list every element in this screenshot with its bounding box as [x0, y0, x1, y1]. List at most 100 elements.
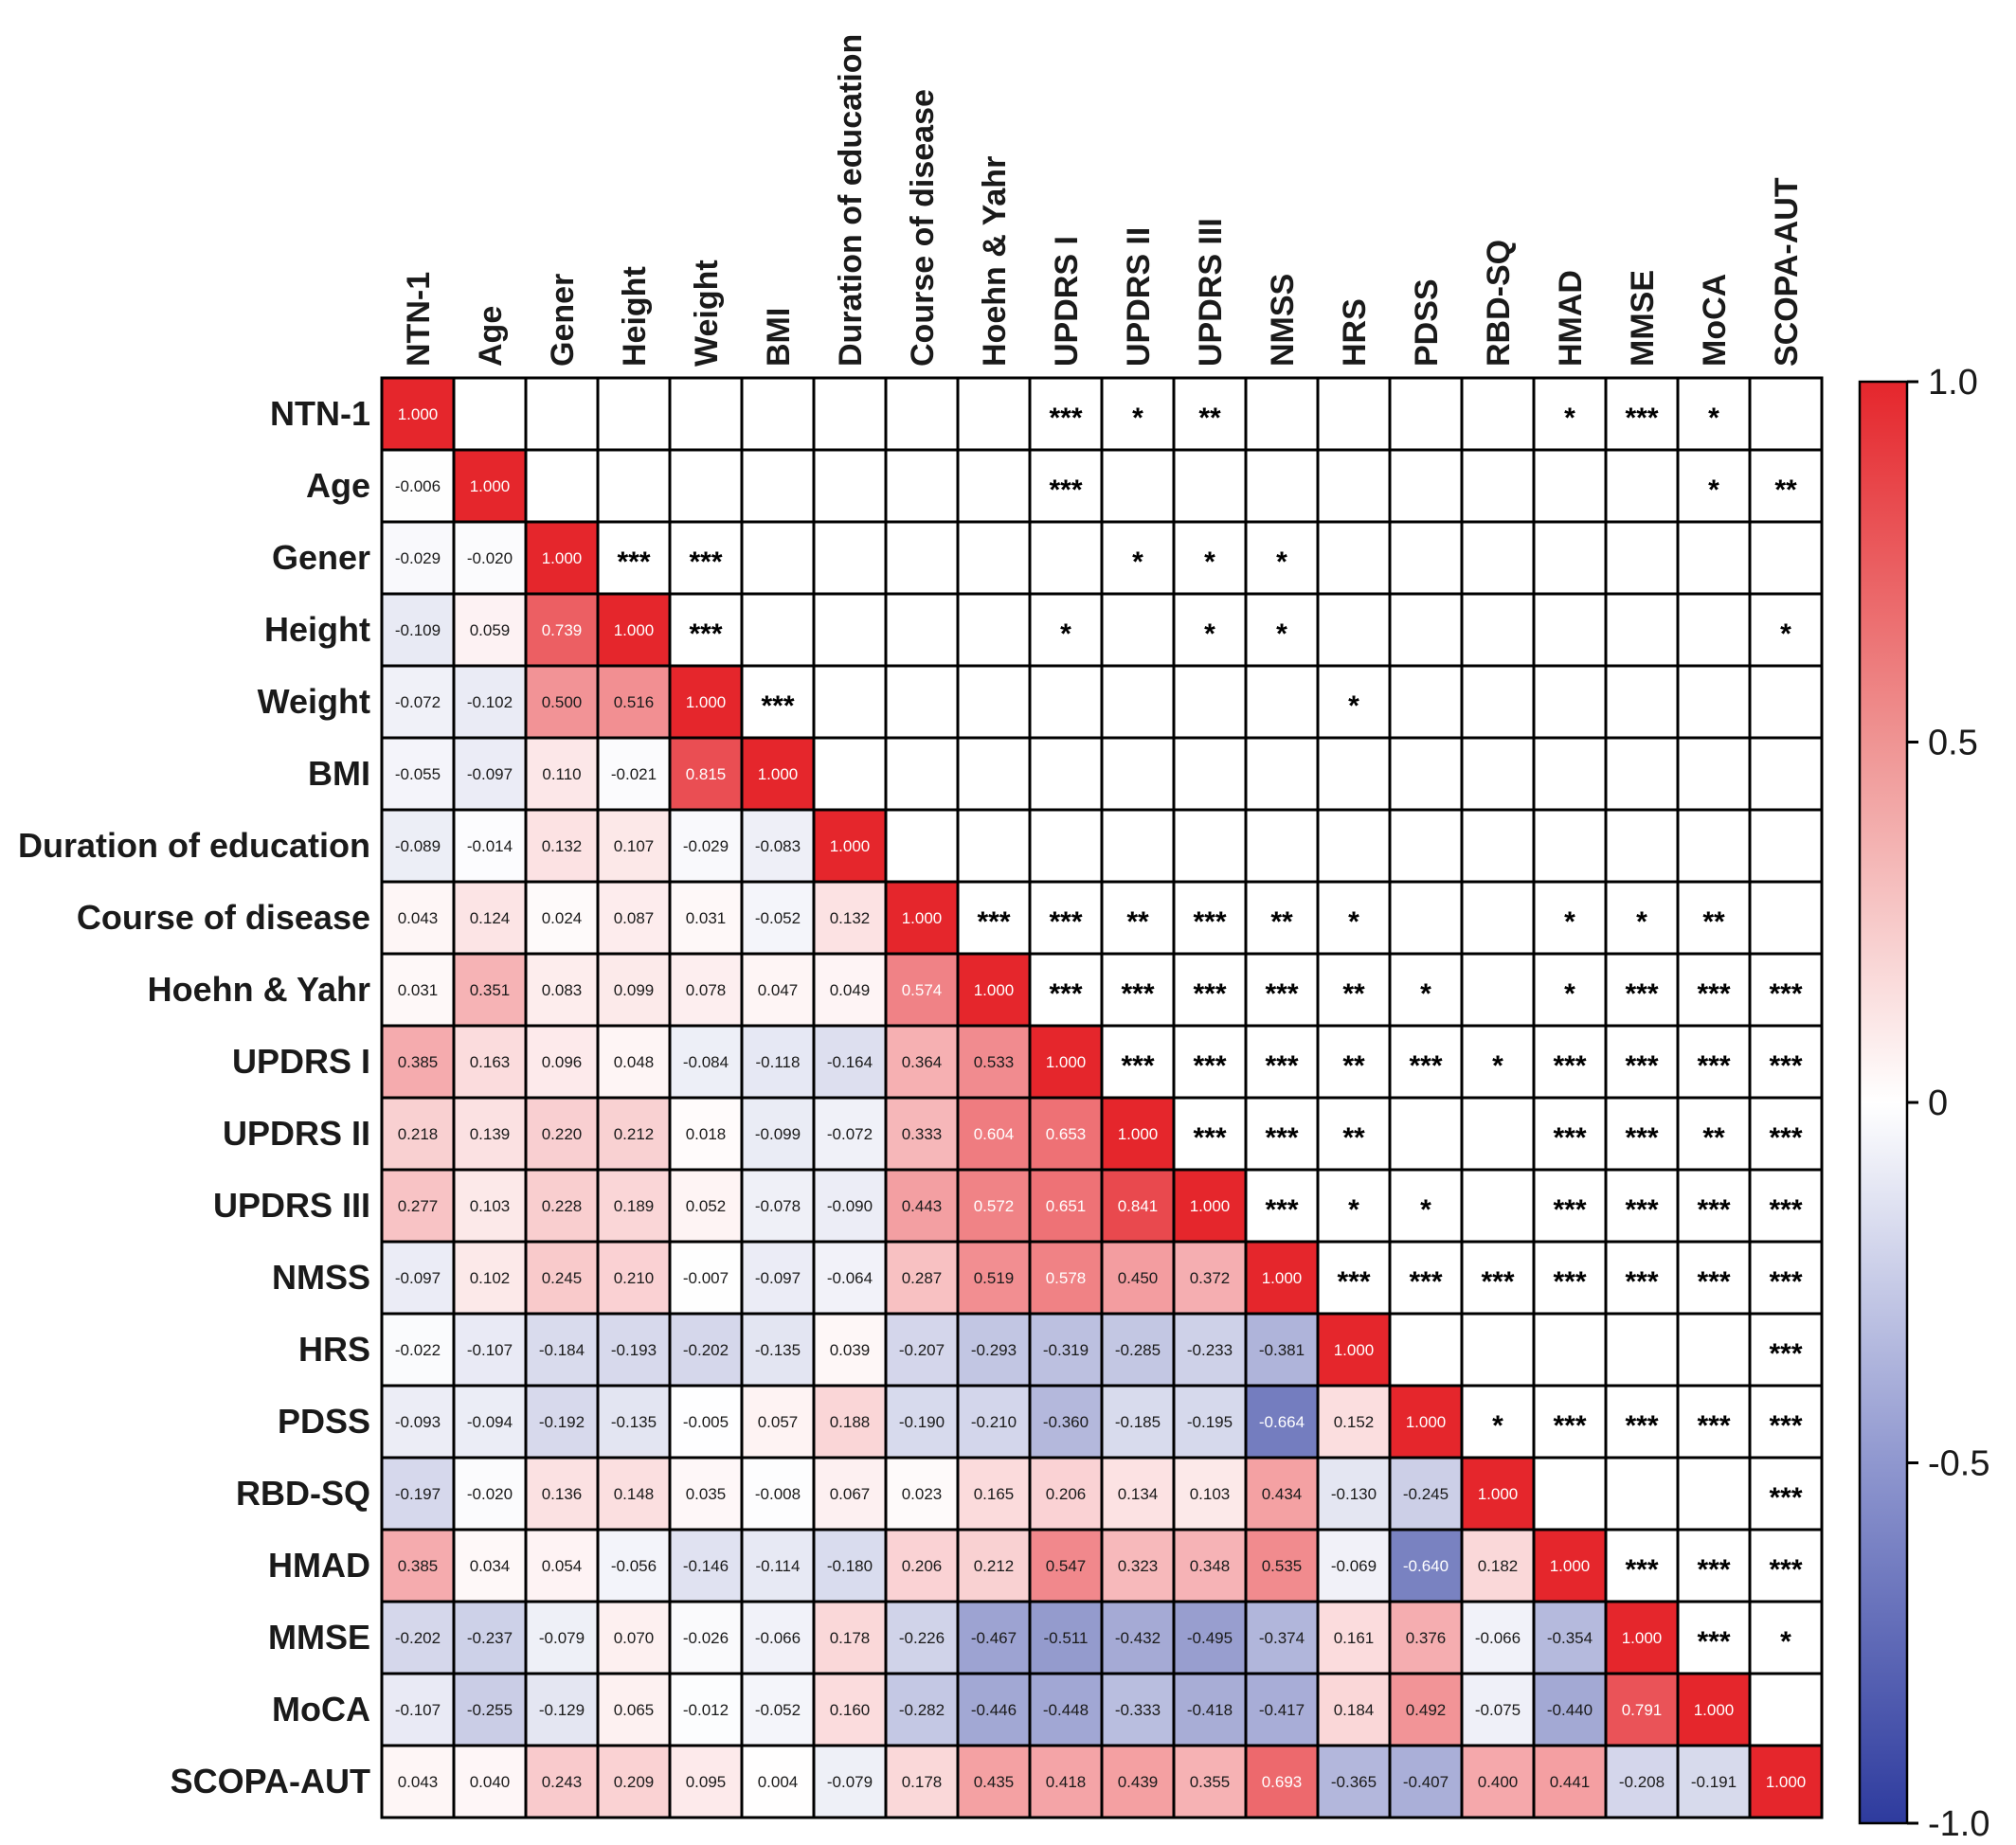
row-label: MoCA: [272, 1690, 370, 1729]
cell-value-label: 0.376: [1406, 1629, 1447, 1647]
cell-value-label: -0.093: [395, 1413, 441, 1431]
cell-value-label: -0.066: [755, 1629, 801, 1647]
cell-value-label: -0.233: [1187, 1341, 1233, 1359]
cell-value-label: 0.439: [1118, 1773, 1159, 1791]
heatmap-cell: [956, 808, 1032, 884]
cell-value-label: 0.450: [1118, 1269, 1159, 1287]
heatmap-cell: [740, 376, 816, 452]
cell-value-label: -0.190: [899, 1413, 945, 1431]
heatmap-cell: [884, 664, 960, 740]
heatmap-cell: [740, 880, 816, 956]
cell-value-label: 0.815: [686, 765, 727, 783]
cell-value-label: 0.070: [614, 1629, 655, 1647]
cell-value-label: 0.024: [542, 909, 583, 927]
heatmap-cell: [1460, 1168, 1536, 1244]
heatmap-cell: [380, 592, 456, 668]
cell-value-label: 0.182: [1478, 1557, 1519, 1575]
heatmap-cell: [1460, 808, 1536, 884]
heatmap-cell: [1532, 1312, 1608, 1388]
heatmap-cell: [740, 1312, 816, 1388]
cell-value-label: 0.110: [542, 765, 581, 783]
heatmap-cell: [1388, 1096, 1464, 1172]
colorbar-tick-label: 0: [1928, 1084, 1948, 1123]
heatmap-cell: [452, 592, 528, 668]
heatmap-cell: [524, 376, 600, 452]
cell-value-label: 0.372: [1190, 1269, 1231, 1287]
heatmap-cell: [1460, 880, 1536, 956]
heatmap-cell: [596, 376, 672, 452]
cell-value-label: 1.000: [974, 981, 1015, 999]
cell-value-label: 0.385: [398, 1053, 439, 1071]
cell-value-label: 0.228: [542, 1197, 583, 1215]
heatmap-cell: [1316, 1312, 1392, 1388]
heatmap-cell: [1604, 448, 1680, 524]
column-label: HMAD: [1553, 270, 1589, 367]
heatmap-cell: [524, 1168, 600, 1244]
heatmap-cell: [740, 1240, 816, 1316]
significance-stars: ***: [1265, 978, 1298, 1010]
significance-stars: ***: [1625, 978, 1658, 1010]
row-label: Weight: [258, 682, 370, 721]
column-label: NTN-1: [401, 272, 437, 367]
cell-value-label: 0.693: [1262, 1773, 1303, 1791]
heatmap-cell: [1676, 736, 1752, 812]
heatmap-cell: [452, 1600, 528, 1675]
cell-value-label: 0.023: [902, 1485, 943, 1503]
cell-value-label: -0.237: [467, 1629, 513, 1647]
significance-stars: **: [1126, 906, 1149, 938]
heatmap-cell: [1676, 1456, 1752, 1532]
significance-stars: ***: [1625, 1194, 1658, 1226]
heatmap-cell: [1100, 1672, 1176, 1747]
cell-value-label: -0.374: [1259, 1629, 1305, 1647]
cell-value-label: 0.049: [830, 981, 871, 999]
heatmap-cell: [1676, 1024, 1752, 1100]
cell-value-label: 0.083: [542, 981, 583, 999]
heatmap-cell: [1172, 880, 1248, 956]
heatmap-cell: [1748, 736, 1824, 812]
heatmap-cell: [1388, 1600, 1464, 1675]
significance-stars: *: [1564, 978, 1575, 1010]
cell-value-label: 0.418: [1046, 1773, 1087, 1791]
cell-value-label: -0.407: [1403, 1773, 1449, 1791]
heatmap-cell: [812, 1528, 888, 1603]
heatmap-cell: [812, 592, 888, 668]
heatmap-cell: [524, 1744, 600, 1819]
cell-value-label: 0.212: [614, 1125, 655, 1143]
significance-stars: ***: [1409, 1266, 1442, 1298]
row-label: SCOPA-AUT: [171, 1762, 370, 1800]
cell-value-label: -0.022: [395, 1341, 441, 1359]
heatmap-cell: [1028, 520, 1104, 596]
column-label: SCOPA-AUT: [1769, 177, 1805, 367]
heatmap-cell: [1604, 1096, 1680, 1172]
heatmap-cell: [596, 1168, 672, 1244]
cell-value-label: 0.040: [470, 1773, 511, 1791]
significance-stars: ***: [1769, 978, 1802, 1010]
cell-value-label: -0.511: [1044, 1629, 1089, 1647]
heatmap-cell: [740, 1168, 816, 1244]
cell-value-label: 1.000: [1046, 1053, 1087, 1071]
heatmap-cell: [1244, 736, 1320, 812]
heatmap-cell: [1100, 1168, 1176, 1244]
cell-value-label: 0.139: [470, 1125, 511, 1143]
heatmap-cell: [1388, 1528, 1464, 1603]
row-label: RBD-SQ: [236, 1474, 370, 1513]
cell-value-label: 0.031: [686, 909, 727, 927]
cell-value-label: -0.285: [1115, 1341, 1161, 1359]
cell-value-label: -0.107: [467, 1341, 513, 1359]
row-label: Height: [264, 610, 370, 649]
significance-stars: ***: [1769, 1338, 1802, 1370]
cell-value-label: -0.026: [683, 1629, 729, 1647]
heatmap-cell: [380, 880, 456, 956]
cell-value-label: -0.202: [683, 1341, 729, 1359]
heatmap-cell: [596, 1312, 672, 1388]
cell-value-label: 1.000: [1262, 1269, 1303, 1287]
cell-value-label: 0.277: [398, 1197, 439, 1215]
cell-value-label: -0.084: [683, 1053, 729, 1071]
significance-stars: ***: [1049, 403, 1082, 434]
cell-value-label: 0.212: [974, 1557, 1015, 1575]
heatmap-cell: [1100, 448, 1176, 524]
cell-value-label: 0.132: [542, 837, 583, 855]
heatmap-cell: [1316, 376, 1392, 452]
column-label: Hoehn & Yahr: [977, 156, 1013, 367]
cell-value-label: 0.348: [1190, 1557, 1231, 1575]
